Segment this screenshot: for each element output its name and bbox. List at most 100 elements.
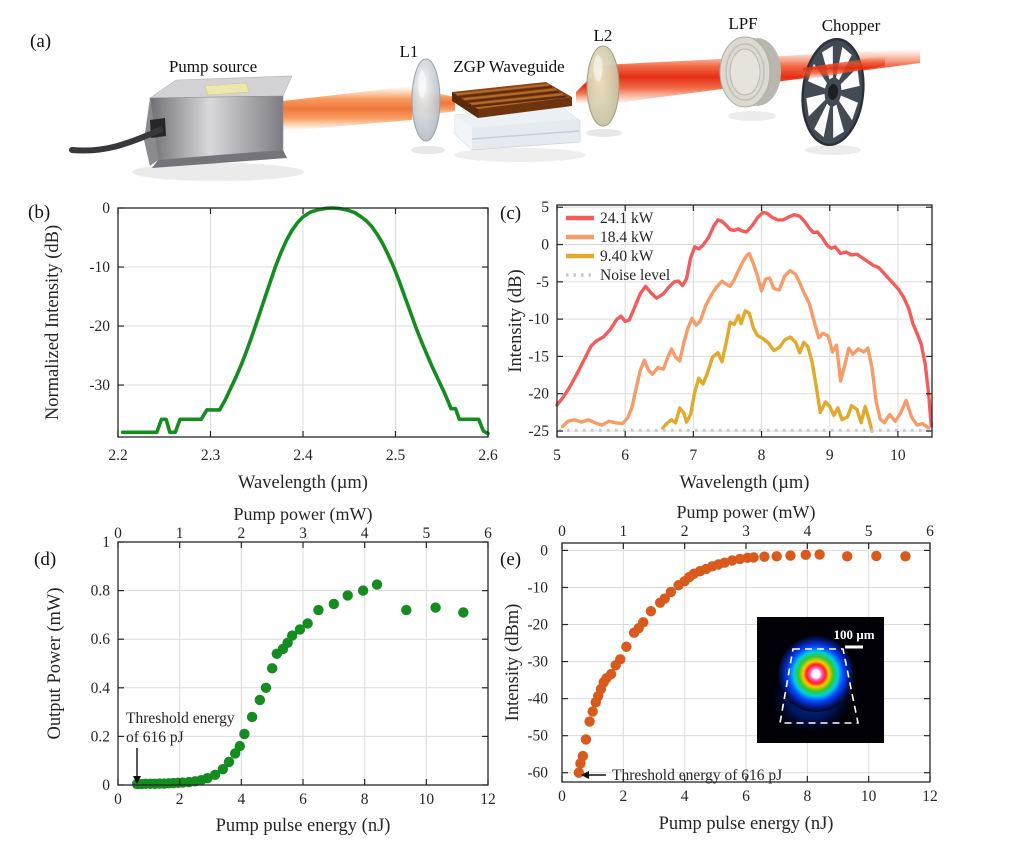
y-tick-label: 0.4: [91, 680, 111, 697]
chopper-slot: [839, 95, 859, 121]
x-tick-label: 10: [890, 447, 906, 464]
y-tick-label: -10: [89, 259, 110, 276]
x-tick-label: 8: [361, 791, 369, 808]
power-cable: [69, 127, 163, 154]
pump-spectrum-chart: 2.2 2.3 2.4 2.5 2.6 0 -10 -20 -30 Wavelength (µm)…: [43, 200, 498, 493]
panel-e-label: (e): [500, 549, 522, 570]
data-point: [659, 593, 670, 604]
pump-label-sticker: [204, 82, 250, 96]
data-point: [223, 756, 235, 768]
y-tick-label: -50: [527, 728, 548, 745]
data-point: [287, 630, 298, 641]
x-tick-label: 12: [480, 791, 496, 808]
top-x-tick-label: 5: [422, 525, 430, 542]
spectrum-curve: [660, 309, 874, 433]
top-x-tick-label: 6: [926, 523, 934, 540]
x-tick-label: 10: [419, 791, 435, 808]
x-tick-label: 2.2: [108, 447, 127, 464]
axes-box: 2.2 2.3 2.4 2.5 2.6 0 -10 -20 -30: [89, 200, 498, 464]
data-point: [302, 618, 313, 629]
data-point: [580, 734, 592, 745]
spectrum-curve: [560, 251, 931, 430]
y-axis-label: Output Power (mW): [45, 587, 65, 739]
x-tick-label: 5: [553, 447, 561, 464]
data-point: [645, 605, 657, 617]
data-point: [266, 663, 278, 674]
l1-label: L1: [400, 42, 419, 61]
data-point: [430, 602, 441, 613]
threshold-annotation-text: Threshold energy of 616 pJ: [612, 767, 782, 784]
x-tick-label: 2.6: [478, 447, 498, 464]
data-point: [785, 550, 796, 561]
x-tick-label: 2: [619, 788, 627, 805]
pump-source-label: Pump source: [169, 57, 257, 76]
series-pump-spectrum: [120, 206, 490, 436]
data-point: [814, 549, 825, 560]
y-tick-label: -5: [536, 274, 549, 291]
data-point: [584, 716, 595, 727]
y-tick-label: -15: [528, 348, 549, 365]
l1-shadow: [411, 146, 445, 154]
x-tick-label: 4: [237, 791, 245, 808]
data-point: [254, 694, 266, 706]
threshold-annotation-text: Threshold energy: [126, 710, 235, 727]
y-axis-label: Intensity (dB): [506, 269, 526, 372]
data-point: [328, 598, 340, 610]
panel-c-label: (c): [500, 203, 522, 224]
data-point: [573, 767, 585, 778]
top-x-tick-label: 1: [176, 525, 184, 542]
data-point: [587, 706, 598, 717]
threshold-annotation: Threshold energy of 616 pJ: [126, 710, 235, 784]
y-tick-label: -10: [528, 311, 549, 328]
y-tick-label: 0: [102, 777, 110, 794]
x-axis-label: Wavelength (µm): [238, 473, 368, 493]
chopper-label: Chopper: [822, 16, 881, 35]
y-tick-label: -20: [528, 386, 549, 403]
plot-border: [556, 204, 933, 438]
x-tick-label: 0: [114, 791, 122, 808]
data-point: [313, 604, 324, 616]
laser-beam-over-chopper: [803, 56, 885, 80]
waveguide-outline: [779, 648, 859, 724]
y-tick-label: 0: [541, 237, 549, 254]
threshold-arrowhead: [133, 776, 141, 784]
data-point: [615, 654, 626, 665]
x-axis-label: Pump pulse energy (nJ): [216, 816, 391, 836]
top-x-tick-label: 3: [742, 523, 750, 540]
legend: 24.1 kW 18.4 kW 9.40 kW Noise level: [566, 210, 670, 284]
y-tick-label: -25: [528, 423, 549, 440]
top-x-tick-label: 4: [361, 525, 369, 542]
axes-box: 0 2 4 6 8 10 120-10-20-30-40-50-600 1 2 3 4 5 6: [527, 523, 937, 805]
y-tick-label: -30: [89, 377, 110, 394]
y-tick-label: -20: [89, 318, 110, 335]
zgp-waveguide-label: ZGP Waveguide: [453, 57, 564, 76]
data-point: [842, 551, 853, 562]
series-output-power: [131, 579, 469, 790]
panel-d-label: (d): [34, 549, 57, 570]
y-tick-label: 1: [102, 534, 110, 551]
y-tick-label: 5: [541, 199, 549, 216]
lpf-filter: [719, 36, 781, 108]
x-tick-label: 8: [803, 788, 811, 805]
top-x-tick-label: 0: [558, 523, 566, 540]
data-point: [665, 586, 677, 598]
laser-beam-segment-1: [283, 86, 412, 131]
l2-shadow: [586, 129, 622, 137]
y-tick-label: 0: [102, 200, 110, 217]
y-axis-label: Normalized Intensity (dB): [43, 225, 63, 420]
data-point: [621, 641, 632, 652]
y-tick-label: -20: [527, 617, 548, 634]
threshold-annotation-text: of 616 pJ: [126, 729, 184, 746]
chopper-slot: [840, 67, 860, 91]
chopper-shadow: [805, 145, 861, 155]
x-tick-label: 7: [689, 447, 697, 464]
top-x-axis-label: Pump power (mW): [234, 504, 373, 525]
y-tick-label: 0.6: [91, 631, 111, 648]
x-tick-label: 0: [558, 788, 566, 805]
x-tick-label: 2.5: [386, 447, 406, 464]
pump-shadow: [132, 163, 304, 181]
data-point: [458, 607, 469, 618]
data-point: [234, 740, 245, 752]
